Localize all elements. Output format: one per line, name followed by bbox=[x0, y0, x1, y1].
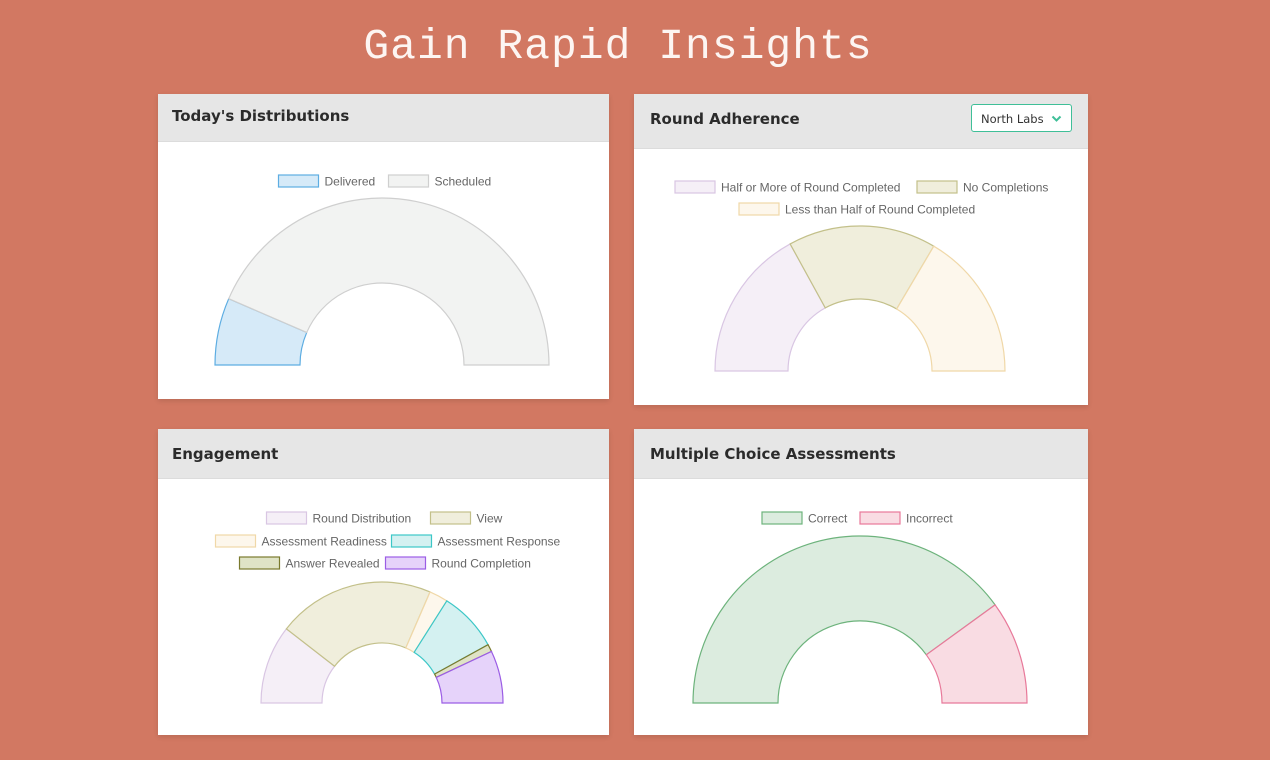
legend-label-incorrect: Incorrect bbox=[906, 512, 953, 526]
legend-swatch-round-completion[interactable] bbox=[384, 556, 427, 570]
legend-swatch-incorrect[interactable] bbox=[859, 511, 901, 525]
slice-scheduled[interactable] bbox=[227, 197, 550, 366]
assessments-card-header: Multiple Choice Assessments bbox=[634, 429, 1088, 479]
legend-label-assessment-readiness: Assessment Readiness bbox=[262, 535, 387, 549]
legend-label-assessment-response: Assessment Response bbox=[438, 535, 561, 549]
legend-swatch-assessment-readiness[interactable] bbox=[214, 534, 257, 548]
legend-swatch-round-distribution[interactable] bbox=[265, 511, 308, 525]
slice-view[interactable] bbox=[285, 581, 431, 668]
legend-label-round-distribution: Round Distribution bbox=[313, 512, 412, 526]
chevron-down-icon bbox=[1051, 115, 1062, 122]
legend-label-answer-revealed: Answer Revealed bbox=[286, 557, 380, 571]
assessments-card: Multiple Choice Assessments Correct Incor… bbox=[634, 429, 1088, 735]
legend-swatch-view[interactable] bbox=[429, 511, 472, 525]
distributions-card-header: Today's Distributions bbox=[158, 94, 609, 142]
engagement-card: Engagement Round Distribution View Assessm… bbox=[158, 429, 609, 735]
legend-swatch-assessment-response[interactable] bbox=[390, 534, 433, 548]
slice-round-completion[interactable] bbox=[435, 650, 504, 704]
lab-select-value: North Labs bbox=[981, 112, 1044, 126]
engagement-card-header: Engagement bbox=[158, 429, 609, 479]
adherence-card: Round Adherence North Labs Half or More … bbox=[634, 94, 1088, 405]
adherence-chart: Half or More of Round Completed No Comple… bbox=[674, 180, 1048, 372]
slice-half-or-more-of-round-completed[interactable] bbox=[714, 243, 827, 372]
legend-label-no-completions: No Completions bbox=[963, 181, 1048, 195]
adherence-card-title: Round Adherence bbox=[650, 110, 800, 128]
legend-label-correct: Correct bbox=[808, 512, 848, 526]
legend-swatch-half-or-more-of-round-completed[interactable] bbox=[674, 180, 716, 194]
legend-swatch-no-completions[interactable] bbox=[916, 180, 958, 194]
engagement-chart: Round Distribution View Assessment Readine… bbox=[214, 511, 561, 704]
adherence-card-header: Round Adherence North Labs bbox=[634, 94, 1088, 149]
slice-correct[interactable] bbox=[692, 535, 996, 704]
legend-label-scheduled: Scheduled bbox=[435, 175, 492, 189]
legend-swatch-scheduled[interactable] bbox=[387, 174, 430, 188]
legend-swatch-less-than-half-of-round-completed[interactable] bbox=[738, 202, 780, 216]
legend-swatch-correct[interactable] bbox=[761, 511, 803, 525]
distributions-card-title: Today's Distributions bbox=[172, 107, 350, 125]
legend-label-round-completion: Round Completion bbox=[432, 557, 531, 571]
legend-label-view: View bbox=[477, 512, 503, 526]
slice-less-than-half-of-round-completed[interactable] bbox=[895, 245, 1006, 372]
legend-swatch-delivered[interactable] bbox=[277, 174, 320, 188]
slice-incorrect[interactable] bbox=[925, 604, 1028, 704]
legend-swatch-answer-revealed[interactable] bbox=[238, 556, 281, 570]
assessments-card-title: Multiple Choice Assessments bbox=[650, 445, 896, 463]
legend-label-less-than-half-of-round-completed: Less than Half of Round Completed bbox=[785, 203, 975, 217]
distributions-card: Today's Distributions Delivered Scheduled bbox=[158, 94, 609, 399]
legend-label-delivered: Delivered bbox=[325, 175, 376, 189]
lab-select-dropdown[interactable]: North Labs bbox=[971, 104, 1072, 132]
assessments-chart: Correct Incorrect bbox=[692, 511, 1028, 704]
legend-label-half-or-more-of-round-completed: Half or More of Round Completed bbox=[721, 181, 900, 195]
page-headline: Gain Rapid Insights bbox=[363, 22, 873, 71]
distributions-chart: Delivered Scheduled bbox=[214, 174, 550, 366]
engagement-card-title: Engagement bbox=[172, 445, 279, 463]
